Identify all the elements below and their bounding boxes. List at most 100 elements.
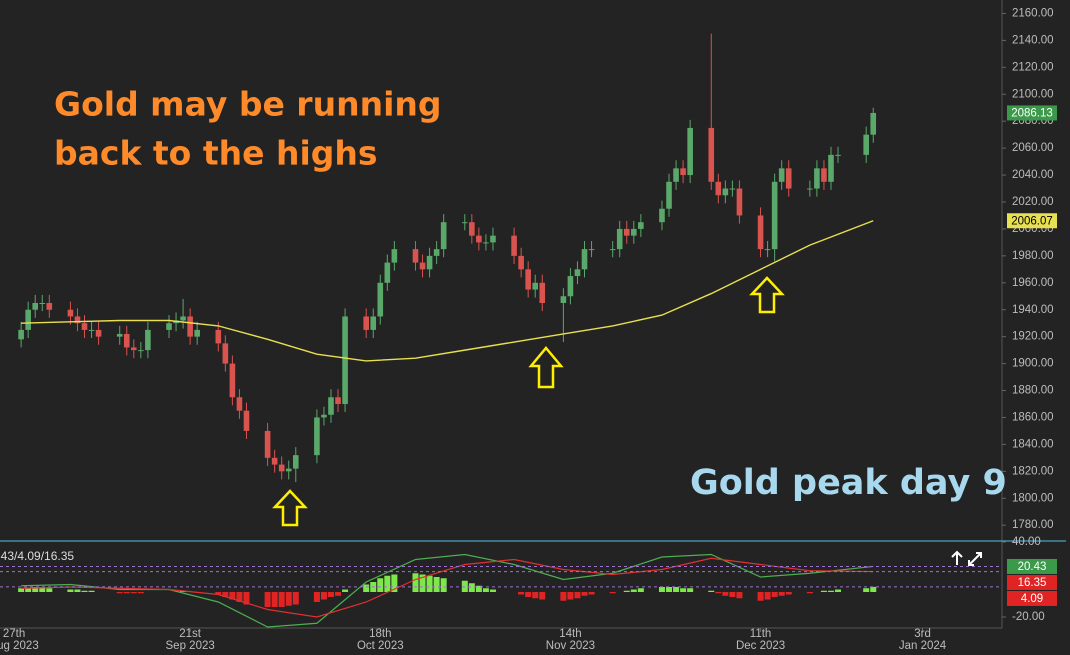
histogram-bar	[806, 592, 813, 594]
candle-body	[814, 168, 820, 189]
histogram-bar	[39, 587, 46, 592]
x-tick-label: 3rd	[914, 628, 931, 640]
histogram-bar	[722, 592, 729, 596]
histogram-bar	[666, 587, 673, 592]
x-tick-label: 27th	[3, 628, 25, 640]
x-tick-label: Sep 2023	[166, 640, 215, 652]
candle-body	[708, 127, 715, 182]
candle-body	[180, 316, 186, 321]
histogram-bar	[736, 592, 743, 599]
candle-body	[828, 154, 834, 182]
value-box	[1007, 590, 1057, 606]
x-tick-label: Dec 2023	[736, 640, 785, 652]
histogram-bar	[384, 575, 391, 592]
histogram-bar	[771, 592, 778, 597]
candle-body	[39, 302, 46, 304]
candle-body	[370, 316, 377, 330]
candle-body	[574, 269, 581, 277]
y-tick-label: 1940.00	[1012, 304, 1054, 316]
candle-body	[131, 347, 137, 351]
candle-body	[638, 222, 644, 229]
histogram-bar	[764, 592, 771, 600]
histogram-bar	[461, 580, 468, 592]
indicator-panel	[0, 553, 1001, 628]
price-panel	[18, 33, 877, 483]
x-tick-label: 21st	[179, 628, 202, 640]
histogram-bar	[687, 588, 694, 592]
candle-body	[539, 282, 546, 303]
x-tick-label: 18th	[369, 628, 391, 640]
histogram-bar	[468, 583, 475, 592]
candle-body	[292, 455, 299, 469]
icon-up[interactable]	[951, 550, 963, 565]
histogram-bar	[482, 588, 489, 592]
candle-body	[729, 188, 736, 190]
candle-body	[187, 316, 193, 337]
icon-expand[interactable]	[968, 552, 982, 566]
candle-body	[560, 296, 567, 303]
histogram-bar	[433, 577, 440, 592]
histogram-bar	[74, 589, 81, 592]
value-box	[1007, 574, 1057, 590]
histogram-bar	[623, 590, 630, 592]
histogram-bar	[412, 573, 419, 592]
candle-body	[835, 154, 841, 156]
candle-body	[74, 316, 81, 324]
candle-body	[666, 181, 672, 209]
candle-body	[384, 262, 391, 283]
histogram-bar	[560, 592, 567, 601]
candle-body	[67, 309, 74, 317]
histogram-bar	[236, 592, 243, 602]
histogram-bar	[391, 574, 398, 592]
y-tick-label: 40.00	[1012, 536, 1041, 548]
candle-body	[391, 249, 398, 263]
y-tick-label: 1980.00	[1012, 250, 1054, 262]
candle-body	[426, 255, 433, 270]
indicator-legend: 20.43/4.09/16.35	[0, 549, 74, 563]
candle-body	[215, 329, 222, 344]
annotation: Gold may be running	[54, 85, 442, 124]
x-tick-label: 14th	[559, 628, 581, 640]
histogram-bar	[81, 590, 88, 592]
histogram-bar	[271, 592, 278, 607]
moving-average	[21, 220, 874, 362]
candle-body	[715, 181, 722, 196]
candle-body	[525, 269, 531, 290]
candle-body	[433, 249, 440, 256]
candle-body	[95, 329, 102, 337]
value-label: 4.09	[1021, 593, 1043, 605]
y-tick-label: 1960.00	[1012, 277, 1054, 289]
histogram-bar	[130, 592, 137, 594]
candle-body	[764, 249, 771, 251]
candle-body	[631, 228, 637, 236]
y-tick-label: -20.00	[1012, 611, 1045, 623]
x-tick-label: Oct 2023	[357, 640, 404, 652]
candle-body	[145, 329, 151, 351]
histogram-bar	[342, 589, 349, 592]
histogram-bar	[377, 578, 384, 592]
histogram-bar	[715, 592, 722, 594]
histogram-bar	[123, 592, 130, 594]
y-tick-label: 1900.00	[1012, 358, 1054, 370]
histogram-bar	[708, 590, 715, 592]
histogram-bar	[785, 592, 792, 595]
candle-body	[736, 188, 743, 216]
arrows	[272, 276, 785, 527]
histogram-bar	[518, 592, 525, 595]
histogram-bar	[827, 590, 834, 592]
x-tick-label: Jan 2024	[899, 640, 947, 652]
y-tick-label: 1920.00	[1012, 331, 1054, 343]
histogram-bar	[419, 574, 426, 592]
histogram-bar	[229, 592, 236, 600]
candle-body	[476, 235, 482, 243]
candle-body	[863, 134, 869, 155]
value-label: 2086.13	[1011, 107, 1053, 119]
histogram-bar	[116, 592, 123, 594]
candle-body	[532, 282, 539, 290]
histogram-bar	[609, 592, 616, 594]
candle-body	[412, 249, 419, 263]
candle-body	[377, 282, 384, 317]
value-box	[1007, 213, 1057, 229]
candle-body	[581, 249, 588, 270]
